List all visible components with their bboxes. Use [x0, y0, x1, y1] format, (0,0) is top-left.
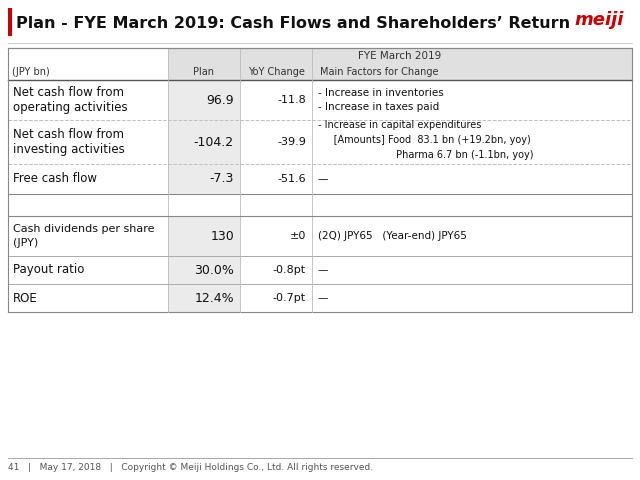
Text: (2Q) JPY65   (Year-end) JPY65: (2Q) JPY65 (Year-end) JPY65 — [318, 231, 467, 241]
Text: -0.8pt: -0.8pt — [273, 265, 306, 275]
Text: —: — — [318, 174, 328, 184]
Text: Net cash flow from
operating activities: Net cash flow from operating activities — [13, 85, 127, 115]
Text: FYE March 2019: FYE March 2019 — [358, 51, 442, 61]
Bar — [168, 256, 240, 284]
Bar — [168, 120, 240, 164]
Text: ±0: ±0 — [290, 231, 306, 241]
Text: Free cash flow: Free cash flow — [13, 172, 97, 185]
Text: -0.7pt: -0.7pt — [273, 293, 306, 303]
Text: 41   |   May 17, 2018   |   Copyright © Meiji Holdings Co., Ltd. All rights rese: 41 | May 17, 2018 | Copyright © Meiji Ho… — [8, 464, 373, 472]
Text: Cash dividends per share
(JPY): Cash dividends per share (JPY) — [13, 225, 154, 248]
Bar — [168, 164, 240, 194]
Text: - Increase in inventories
- Increase in taxes paid: - Increase in inventories - Increase in … — [318, 88, 444, 112]
Text: ROE: ROE — [13, 291, 38, 304]
Text: Main Factors for Change: Main Factors for Change — [320, 67, 438, 77]
Text: - Increase in capital expenditures
     [Amounts] Food  83.1 bn (+19.2bn, yoy)
 : - Increase in capital expenditures [Amou… — [318, 120, 534, 160]
Bar — [8, 8, 12, 36]
Text: -104.2: -104.2 — [194, 135, 234, 148]
Text: —: — — [318, 293, 328, 303]
Text: Net cash flow from
investing activities: Net cash flow from investing activities — [13, 128, 125, 156]
Bar — [168, 284, 240, 312]
Text: Payout ratio: Payout ratio — [13, 264, 84, 276]
Bar — [168, 48, 632, 64]
Text: -7.3: -7.3 — [210, 172, 234, 185]
Text: meiji: meiji — [574, 11, 623, 29]
Text: 12.4%: 12.4% — [195, 291, 234, 304]
Bar — [168, 64, 632, 80]
Text: (JPY bn): (JPY bn) — [12, 67, 50, 77]
Text: —: — — [318, 265, 328, 275]
Text: -11.8: -11.8 — [277, 95, 306, 105]
Text: -39.9: -39.9 — [277, 137, 306, 147]
Text: Plan: Plan — [193, 67, 214, 77]
Text: 96.9: 96.9 — [206, 94, 234, 107]
Bar — [168, 80, 240, 120]
Text: 30.0%: 30.0% — [194, 264, 234, 276]
Text: Plan - FYE March 2019: Cash Flows and Shareholders’ Return: Plan - FYE March 2019: Cash Flows and Sh… — [16, 15, 570, 31]
Text: 130: 130 — [211, 229, 234, 242]
Bar — [168, 216, 240, 256]
Text: YoY Change: YoY Change — [248, 67, 305, 77]
Text: -51.6: -51.6 — [277, 174, 306, 184]
